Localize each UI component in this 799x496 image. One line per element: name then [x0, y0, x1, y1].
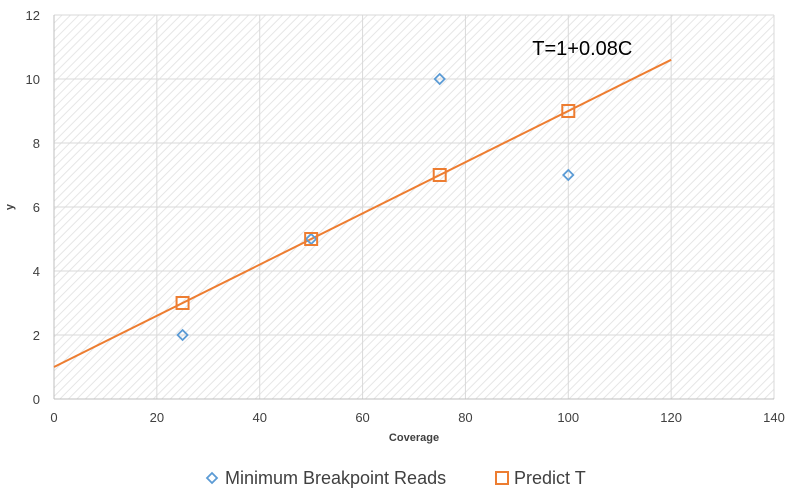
y-tick-label: 10	[26, 72, 40, 87]
x-tick-label: 60	[355, 410, 369, 425]
x-tick-label: 0	[50, 410, 57, 425]
square-point	[432, 168, 447, 182]
y-tick-label: 0	[33, 392, 40, 407]
x-tick-label: 20	[150, 410, 164, 425]
x-tick-label: 100	[557, 410, 579, 425]
square-point	[304, 232, 319, 246]
x-tick-label: 120	[660, 410, 682, 425]
equation-annotation: T=1+0.08C	[532, 38, 632, 60]
x-tick-label: 40	[252, 410, 266, 425]
axes: 0 20 40 60 80 100 120 140 0 2 4 6 8 10 12	[26, 8, 785, 425]
y-tick-label: 12	[26, 8, 40, 23]
x-tick-label: 140	[763, 410, 785, 425]
x-axis-title: Coverage	[389, 432, 439, 444]
trendline-layer	[53, 58, 672, 368]
square-point	[561, 104, 576, 118]
y-tick-label: 2	[33, 328, 40, 343]
legend-square-marker	[495, 471, 509, 485]
diamond-point	[562, 168, 575, 182]
annotations: T=1+0.08C	[532, 38, 632, 60]
y-tick-label: 4	[33, 264, 40, 279]
data-points	[175, 72, 576, 342]
diamond-point	[176, 328, 189, 342]
x-tick-label: 80	[458, 410, 472, 425]
square-point	[175, 296, 190, 310]
legend-label: Minimum Breakpoint Reads	[225, 468, 446, 488]
legend-label: Predict T	[514, 468, 586, 488]
y-axis-title: y	[4, 203, 16, 210]
legend: Minimum Breakpoint Reads Predict T	[205, 468, 586, 488]
y-tick-label: 8	[33, 136, 40, 151]
trendline	[53, 58, 672, 368]
y-tick-label: 6	[33, 200, 40, 215]
diamond-point	[433, 72, 446, 86]
gridlines	[54, 14, 775, 399]
legend-diamond-marker	[205, 471, 219, 485]
